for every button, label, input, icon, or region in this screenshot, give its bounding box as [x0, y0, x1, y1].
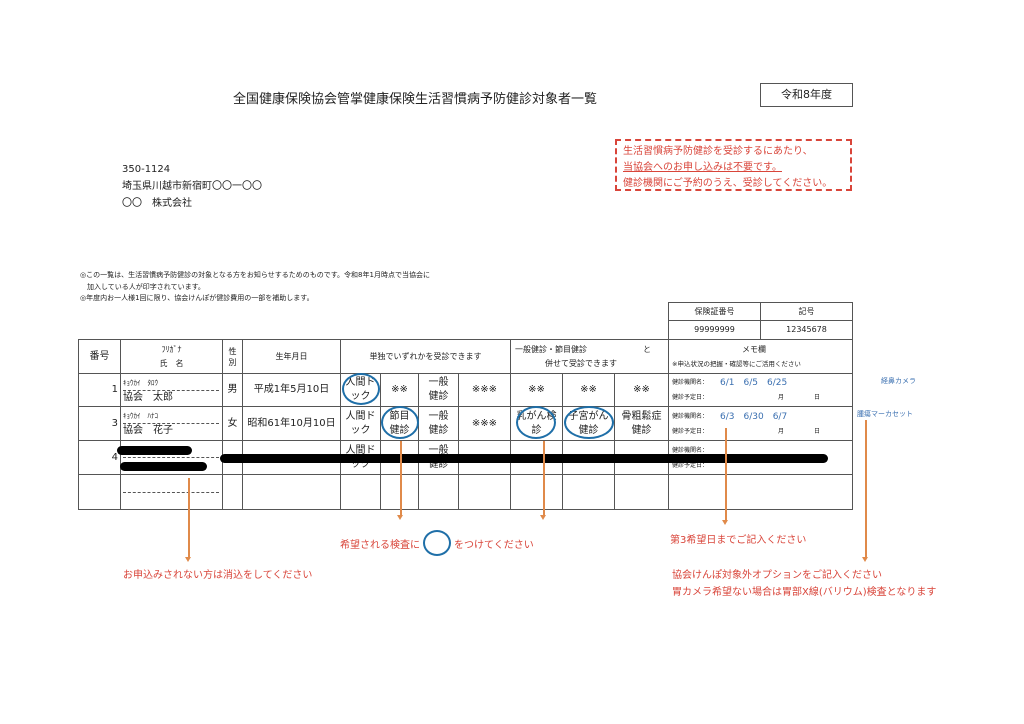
note: 加入している人が印字されています。	[80, 282, 205, 291]
notice-line: 当協会へのお申し込みは不要です。	[623, 162, 782, 173]
header-birth: 生年月日	[242, 339, 341, 374]
sample-circle	[423, 530, 451, 556]
address: 350-1124 埼玉県川越市新宿町〇〇一〇〇 〇〇 株式会社	[122, 160, 262, 214]
arrow-icon	[862, 420, 868, 562]
exam-option-c6[interactable]	[562, 474, 615, 510]
exam-option-c2[interactable]: ※※	[380, 373, 419, 407]
exam-option-c3[interactable]: 一般健診	[418, 373, 459, 407]
row-no: 4	[78, 440, 121, 475]
exam-option-c6[interactable]: ※※	[562, 373, 615, 407]
header-sex: 性別	[222, 339, 243, 374]
exam-option-c7[interactable]: 骨粗鬆症健診	[614, 406, 669, 441]
fiscal-year: 令和8年度	[781, 88, 832, 101]
exam-option-c3[interactable]: 一般健診	[418, 406, 459, 441]
notes: ◎この一覧は、生活習慣病予防健診の対象となる方をお知らせするためのものです。令和…	[80, 270, 430, 305]
fiscal-year-box: 令和8年度	[760, 83, 853, 107]
option-note: 協会けんぽ対象外オプションをご記入ください	[672, 570, 882, 581]
erase-note: お申込みされない方は消込をしてください	[123, 570, 313, 581]
arrow-icon	[722, 428, 728, 525]
option-note: 胃カメラ希望ない場合は胃部X線(バリウム)検査となります	[672, 587, 937, 598]
exam-option-c4[interactable]	[458, 474, 511, 510]
row-sex	[222, 474, 243, 510]
row-memo[interactable]: 健診機関名： 6/3 6/30 6/7 健診予定日：月日	[668, 406, 853, 441]
exam-option-c5[interactable]	[510, 474, 563, 510]
insurance-number: 99999999	[668, 320, 761, 340]
exam-option-c3[interactable]	[418, 474, 459, 510]
option-note: 腫瘍マーカセット	[857, 410, 913, 418]
arrow-icon	[397, 441, 403, 520]
street: 埼玉県川越市新宿町〇〇一〇〇	[122, 181, 262, 192]
redaction-mark	[220, 454, 828, 463]
arrow-icon	[185, 478, 191, 562]
row-memo[interactable]: 健診機関名： 6/1 6/5 6/25 健診予定日：月日	[668, 373, 853, 407]
row-birth: 昭和61年10月10日	[242, 406, 341, 441]
notice-box: 生活習慣病予防健診を受診するにあたり、 当協会へのお申し込みは不要です。 健診機…	[615, 139, 852, 191]
selection-circle	[342, 373, 380, 405]
circle-instruction: 希望される検査に をつけてください	[340, 530, 534, 556]
row-memo[interactable]	[668, 474, 853, 510]
exam-option-c7[interactable]: ※※	[614, 373, 669, 407]
row-name: ｷｮｳｶｲ ﾊﾅｺ 協会 花子	[120, 406, 223, 441]
exam-option-c4[interactable]: ※※※	[458, 406, 511, 441]
row-name: ｷｮｳｶｲ ﾀﾛｳ 協会 太郎	[120, 373, 223, 407]
row-no: 1	[78, 373, 121, 407]
insurance-number-label: 保険証番号	[668, 302, 761, 321]
row-name	[120, 474, 223, 510]
exam-option-c7[interactable]	[614, 474, 669, 510]
arrow-icon	[540, 441, 546, 520]
exam-option-c5[interactable]: ※※	[510, 373, 563, 407]
row-birth	[242, 474, 341, 510]
postal-code: 350-1124	[122, 164, 171, 175]
symbol: 12345678	[760, 320, 853, 340]
exam-option-c1[interactable]	[340, 474, 381, 510]
redaction-mark	[120, 462, 207, 471]
row-sex: 女	[222, 406, 243, 441]
selection-circle	[516, 406, 556, 439]
company: 〇〇 株式会社	[122, 198, 192, 209]
option-note: 経鼻カメラ	[881, 377, 916, 385]
exam-option-c4[interactable]: ※※※	[458, 373, 511, 407]
header-single: 単独でいずれかを受診できます	[340, 339, 511, 374]
row-birth: 平成1年5月10日	[242, 373, 341, 407]
third-choice-note: 第3希望日までご記入ください	[670, 535, 807, 546]
header-combo: 一般健診・節目健診 と併せて受診できます	[510, 339, 669, 374]
header-no: 番号	[78, 339, 121, 374]
redaction-mark	[117, 446, 192, 455]
note: ◎この一覧は、生活習慣病予防健診の対象となる方をお知らせするためのものです。令和…	[80, 271, 430, 279]
exam-option-c1[interactable]: 人間ドック	[340, 406, 381, 441]
selection-circle	[564, 406, 614, 439]
page-title: 全国健康保険協会管掌健康保険生活習慣病予防健診対象者一覧	[233, 92, 598, 107]
notice-line: 生活習慣病予防健診を受診するにあたり、	[623, 146, 813, 157]
header-memo: メモ欄 ※申込状況の把握・確認等にご活用ください	[668, 339, 853, 374]
notice-line: 健診機関にご予約のうえ、受診してください。	[623, 178, 833, 189]
row-sex: 男	[222, 373, 243, 407]
selection-circle	[381, 406, 419, 439]
row-no	[78, 474, 121, 510]
symbol-label: 記号	[760, 302, 853, 321]
note: ◎年度内お一人様1回に限り、協会けんぽが健診費用の一部を補助します。	[80, 294, 314, 302]
row-no: 3	[78, 406, 121, 441]
header-name: ﾌﾘｶﾞﾅ氏 名	[120, 339, 223, 374]
